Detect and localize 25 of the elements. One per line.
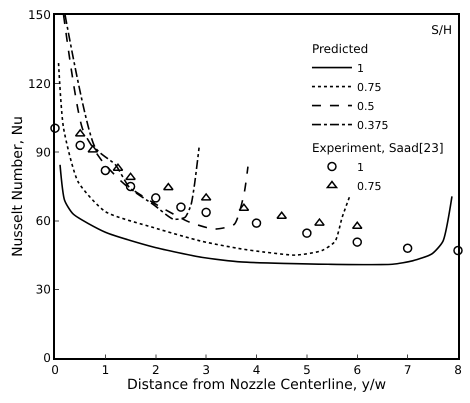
y-tick-label: 30: [36, 282, 51, 297]
legend-label: 0.375: [356, 118, 388, 132]
annotation: Experiment, Saad[23]: [312, 141, 444, 156]
x-tick-label: 3: [202, 363, 210, 378]
legend-label: 0.75: [356, 180, 382, 193]
x-tick-label: 1: [102, 363, 110, 378]
legend-label: 0.5: [356, 100, 374, 113]
x-axis-title: Distance from Nozzle Centerline, y/w: [126, 377, 386, 394]
legend-title: S/H: [431, 23, 452, 38]
legend-label: 0.75: [356, 80, 382, 94]
y-tick-label: 120: [28, 76, 51, 91]
y-tick-label: 150: [28, 8, 51, 22]
y-tick-label: 0: [43, 351, 51, 366]
x-tick-label: 5: [303, 363, 311, 378]
legend-label: 1: [356, 160, 364, 174]
x-tick-label: 8: [454, 363, 462, 378]
annotation: Predicted: [312, 42, 368, 56]
legend-label: 1: [356, 62, 364, 75]
y-axis-title: Nusselt Number, Nu: [10, 116, 26, 257]
x-tick-label: 6: [353, 363, 362, 378]
y-tick-label: 90: [36, 145, 51, 160]
x-tick-label: 7: [404, 363, 412, 378]
x-tick-label: 2: [152, 363, 160, 378]
x-tick-label: 4: [252, 363, 260, 378]
y-tick-label: 60: [36, 214, 51, 228]
